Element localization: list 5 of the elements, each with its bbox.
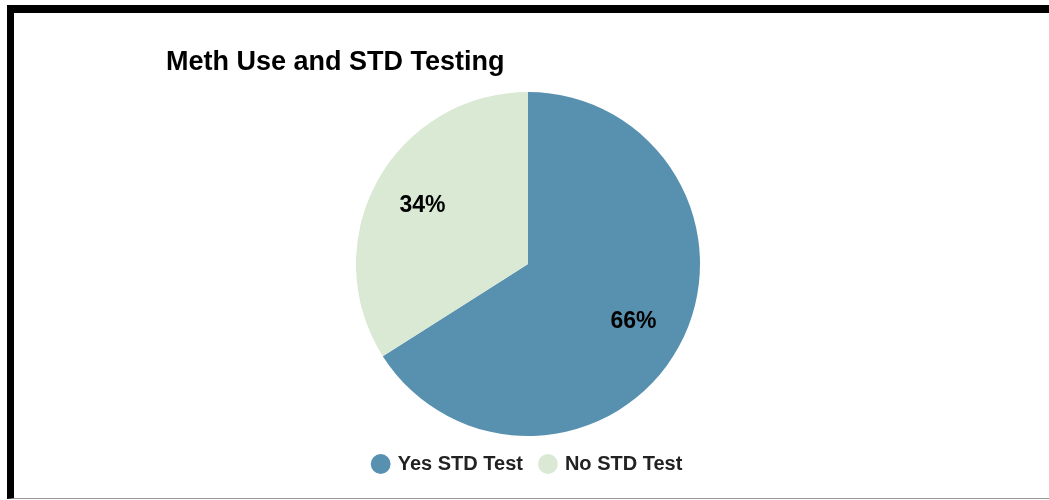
chart-title: Meth Use and STD Testing — [166, 45, 505, 77]
legend-label: No STD Test — [564, 451, 683, 474]
legend-label: Yes STD Test — [397, 451, 524, 474]
data-label: 66% — [610, 307, 657, 334]
data-label: 34% — [399, 191, 446, 218]
